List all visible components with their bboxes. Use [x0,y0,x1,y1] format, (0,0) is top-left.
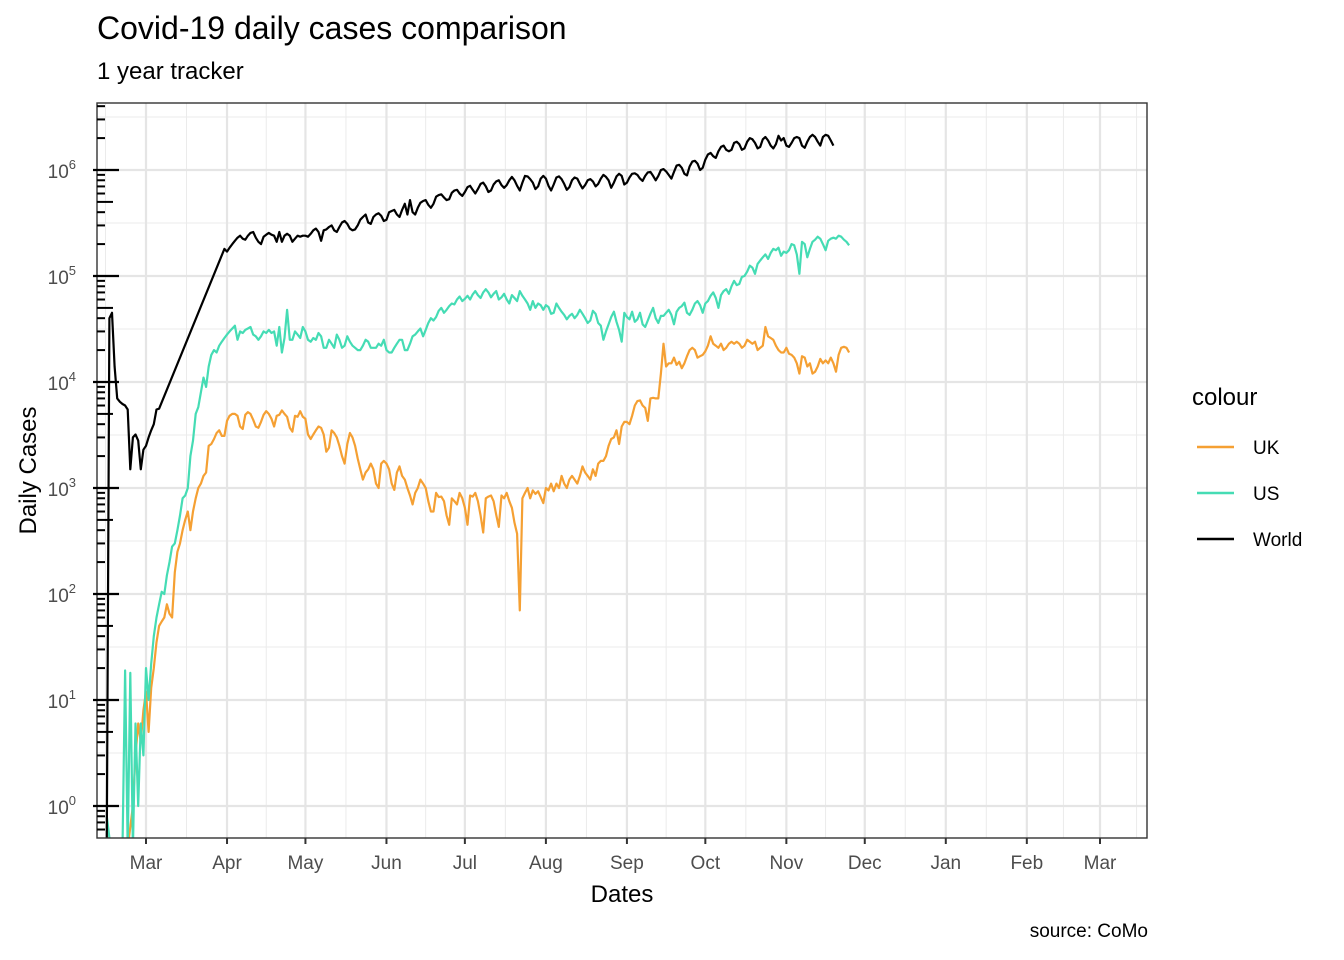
series-lines [105,133,851,838]
y-tick-label: 100 [48,793,76,819]
chart-subtitle: 1 year tracker [97,58,244,85]
legend-title: colour [1192,384,1257,411]
chart-caption: source: CoMo [1029,921,1148,942]
legend: colour UK US World [1192,384,1302,551]
x-tick-label: Jan [930,853,961,874]
x-tick-label: Aug [529,853,563,874]
y-tick-label: 103 [48,475,76,501]
y-tick-label: 101 [48,687,76,713]
x-tick-label: Mar [130,853,163,874]
series-line-world [105,133,835,838]
y-axis: 100 101 102 103 104 105 106 [48,105,119,831]
y-tick-label: 104 [48,369,76,395]
legend-label-world: World [1253,530,1302,551]
legend-label-uk: UK [1253,438,1280,459]
x-tick-label: Jul [453,853,477,874]
x-tick-label: May [287,853,323,874]
x-axis-title: Dates [591,881,654,908]
y-axis-title: Daily Cases [15,406,42,534]
x-tick-label: Apr [212,853,242,874]
panel-border [96,102,1148,839]
x-axis: Mar Apr May Jun Jul Aug Sep Oct Nov Dec Jan Feb Mar [130,838,1117,874]
x-tick-label: Feb [1010,853,1043,874]
x-tick-label: Mar [1084,853,1117,874]
legend-label-us: US [1253,484,1279,505]
x-tick-label: Sep [610,853,644,874]
x-tick-label: Dec [848,853,882,874]
x-tick-label: Jun [371,853,402,874]
y-tick-label: 102 [48,581,76,607]
series-line-uk [106,836,111,838]
grid [97,103,1147,838]
series-line-uk [127,325,851,838]
x-tick-label: Oct [691,853,721,874]
x-tick-label: Nov [769,853,803,874]
y-tick-label: 106 [48,157,76,183]
y-tick-label: 105 [48,263,76,289]
chart-title: Covid-19 daily cases comparison [97,10,567,46]
panel-background [97,103,1147,838]
series-line-us [121,234,850,838]
